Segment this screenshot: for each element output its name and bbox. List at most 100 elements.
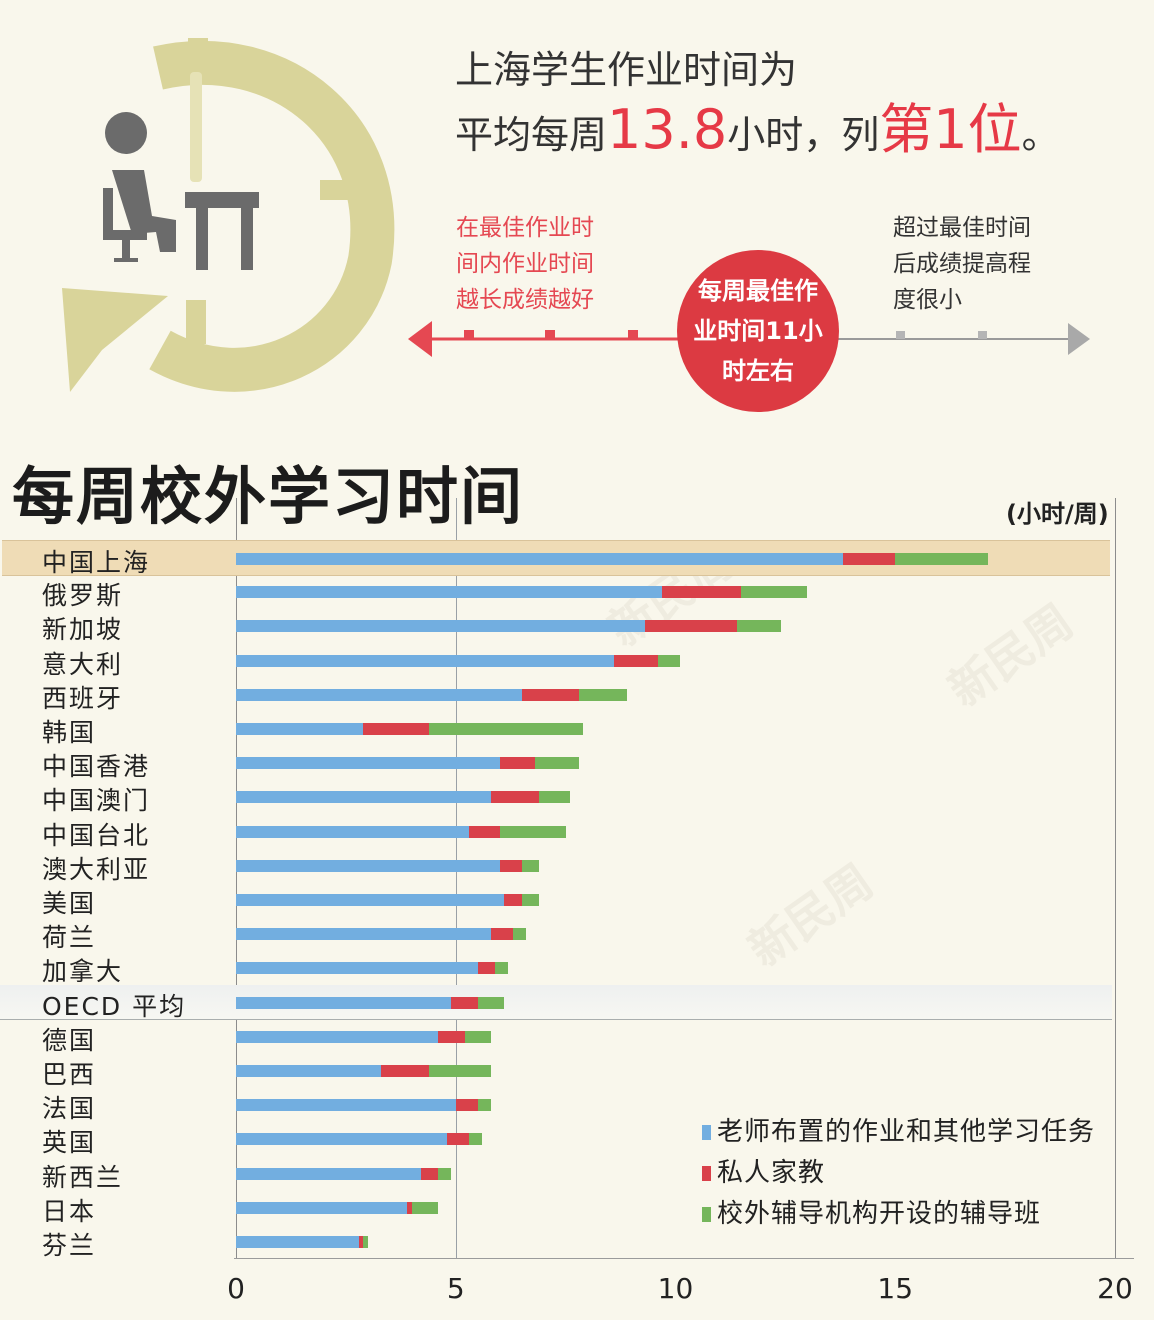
bar-segment xyxy=(236,859,500,872)
headline: 上海学生作业时间为 平均每周13.8小时，列第1位。 xyxy=(455,40,1060,165)
bar-segment xyxy=(512,928,527,941)
legend: 老师布置的作业和其他学习任务 私人家教 校外辅导机构开设的辅导班 xyxy=(702,1112,1095,1235)
timeline-arrow xyxy=(408,321,1090,357)
bar-segment xyxy=(236,586,663,599)
bar-segment xyxy=(236,791,491,804)
gridline xyxy=(455,498,457,1258)
right-note-line: 度很小 xyxy=(893,287,962,313)
headline-line2: 平均每周13.8小时，列第1位。 xyxy=(455,100,1060,165)
stacked-bar xyxy=(236,1065,491,1077)
table-row: 中国上海 xyxy=(2,540,1110,577)
stacked-bar xyxy=(236,894,540,906)
table-row: 英国 xyxy=(0,1121,1154,1157)
right-note: 超过最佳时间 后成绩提高程 度很小 xyxy=(893,210,1031,318)
row-label: 新西兰 xyxy=(42,1162,124,1192)
table-row: OECD 平均 xyxy=(0,984,1112,1021)
bar-segment xyxy=(236,723,364,735)
stacked-bar xyxy=(236,825,566,838)
bar-segment xyxy=(363,723,430,735)
bar-segment xyxy=(236,757,500,770)
bar-segment xyxy=(662,586,742,599)
bar-segment xyxy=(464,1030,491,1043)
bar-segment xyxy=(521,688,579,701)
bar-segment xyxy=(477,962,496,975)
bar-segment xyxy=(438,1030,465,1043)
bar-segment xyxy=(451,996,478,1009)
table-row: 芬兰 xyxy=(0,1224,1154,1260)
bar-segment xyxy=(737,620,781,633)
table-row: 澳大利亚 xyxy=(0,848,1154,884)
headline-value: 13.8 xyxy=(607,98,728,161)
bar-segment xyxy=(236,553,843,565)
table-row: 意大利 xyxy=(0,643,1154,679)
bar-segment xyxy=(236,1201,408,1214)
legend-label: 私人家教 xyxy=(717,1158,826,1188)
bar-segment xyxy=(236,654,614,667)
legend-item-private-tutor: 私人家教 xyxy=(702,1153,1095,1194)
table-row: 加拿大 xyxy=(0,950,1154,986)
bar-segment xyxy=(499,859,522,872)
table-row: 俄罗斯 xyxy=(0,574,1154,610)
bar-segment xyxy=(578,688,628,701)
bar-segment xyxy=(236,825,469,838)
gridline xyxy=(1115,498,1116,1258)
row-label: 美国 xyxy=(42,889,97,918)
bar-segment xyxy=(504,894,522,906)
stacked-bar xyxy=(236,586,808,599)
row-label: 芬兰 xyxy=(42,1231,97,1260)
bar-segment xyxy=(407,1201,412,1214)
bar-segment xyxy=(381,1065,430,1077)
left-note-line: 越长成绩越好 xyxy=(456,287,594,313)
bar-segment xyxy=(741,586,808,599)
row-label: 韩国 xyxy=(42,718,97,747)
x-tick-label: 0 xyxy=(227,1272,245,1305)
x-tick-label: 15 xyxy=(877,1272,914,1305)
row-label: OECD 平均 xyxy=(42,991,187,1021)
stacked-bar xyxy=(236,791,570,804)
table-row: 中国澳门 xyxy=(0,779,1154,815)
x-tick-label: 20 xyxy=(1097,1272,1133,1305)
bar-segment xyxy=(477,1099,491,1112)
bar-segment xyxy=(468,825,500,838)
legend-swatch-blue xyxy=(702,1125,711,1140)
right-note-line: 后成绩提高程 xyxy=(893,251,1031,277)
stacked-bar xyxy=(236,1167,452,1180)
stacked-bar xyxy=(236,859,540,872)
bar-segment xyxy=(613,654,658,667)
bar-segment xyxy=(236,962,478,975)
bar-segment xyxy=(490,791,540,804)
bar-segment xyxy=(534,757,579,770)
row-label: 荷兰 xyxy=(42,923,97,953)
table-row: 荷兰 xyxy=(0,916,1154,952)
row-label: 澳大利亚 xyxy=(42,854,151,884)
legend-swatch-red xyxy=(702,1166,711,1181)
table-row: 中国台北 xyxy=(0,814,1154,850)
table-row: 新加坡 xyxy=(0,608,1154,644)
stacked-bar xyxy=(236,757,579,770)
row-label: 意大利 xyxy=(42,649,124,679)
legend-item-cram-school: 校外辅导机构开设的辅导班 xyxy=(702,1194,1095,1235)
bar-segment xyxy=(499,825,566,838)
headline-end: 。 xyxy=(1021,113,1060,157)
table-row: 新西兰 xyxy=(0,1156,1154,1192)
bar-segment xyxy=(895,553,988,565)
badge-line: 业时间11小 xyxy=(693,317,823,345)
stacked-bar xyxy=(236,620,781,633)
x-tick-label: 5 xyxy=(446,1272,465,1305)
student-at-desk-clock-icon xyxy=(62,38,395,392)
bar-segment xyxy=(236,1133,447,1146)
row-label: 俄罗斯 xyxy=(42,581,124,611)
bar-segment xyxy=(438,1167,452,1180)
bar-segment xyxy=(539,791,570,804)
table-row: 韩国 xyxy=(0,711,1154,747)
bar-segment xyxy=(644,620,738,633)
bar-segment xyxy=(429,1065,491,1077)
stacked-bar xyxy=(236,723,584,735)
x-axis xyxy=(234,1258,1134,1259)
headline-prefix: 平均每周 xyxy=(455,113,608,157)
bar-segment xyxy=(236,1065,382,1077)
stacked-bar xyxy=(236,962,509,975)
badge-line: 时左右 xyxy=(722,357,794,385)
bar-segment xyxy=(455,1099,478,1112)
row-label: 中国台北 xyxy=(42,820,151,850)
